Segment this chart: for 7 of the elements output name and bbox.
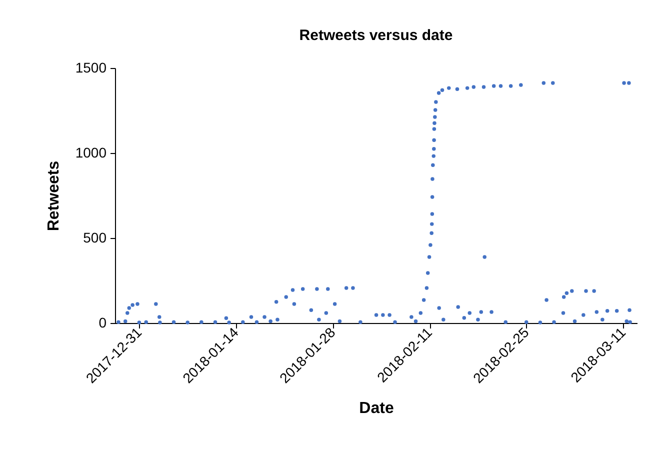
y-axis-title: Retweets [45, 160, 62, 232]
y-tick-label: 1000 [75, 144, 107, 160]
chart-title: Retweets versus date [299, 27, 453, 44]
x-axis-title: Date [359, 400, 394, 418]
y-tick-label: 500 [83, 230, 107, 246]
y-tick-label: 0 [98, 314, 107, 330]
y-tick-label: 1500 [75, 60, 107, 76]
